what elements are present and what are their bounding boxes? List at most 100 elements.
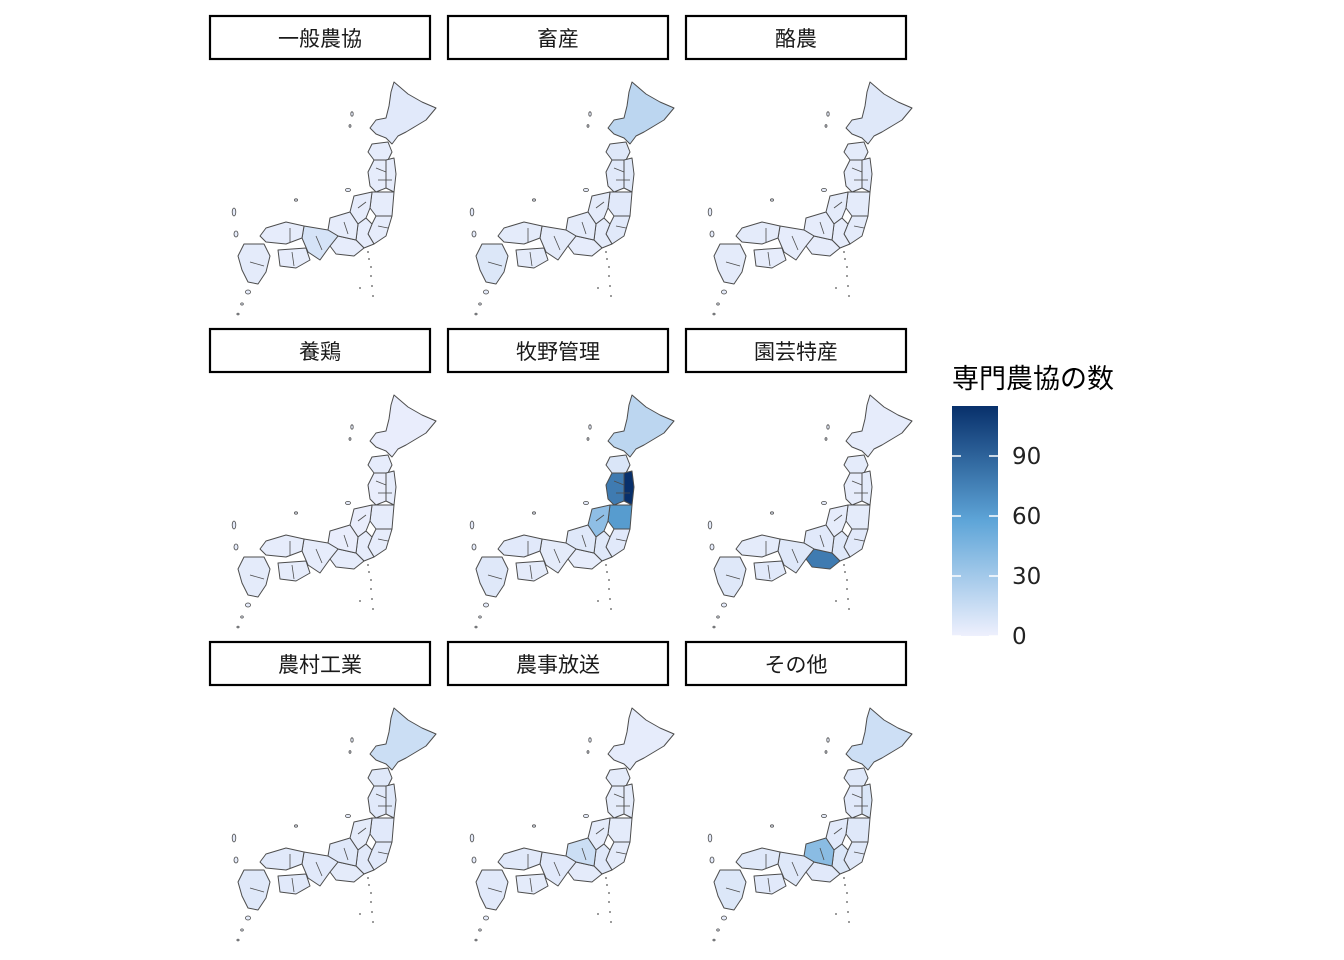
island	[348, 437, 352, 441]
prefecture-border	[595, 514, 605, 522]
prefecture-border	[613, 480, 625, 486]
prefecture-border	[291, 877, 295, 893]
small-island-dot	[843, 251, 845, 253]
small-island-dot	[370, 266, 372, 268]
island	[294, 824, 298, 828]
small-island-dot	[368, 258, 370, 260]
small-island-dot	[848, 608, 850, 610]
small-island-dot	[608, 275, 610, 277]
island	[716, 615, 720, 619]
island	[826, 111, 830, 117]
island	[712, 312, 716, 316]
prefecture-border	[595, 201, 605, 209]
island	[821, 501, 827, 506]
small-island-dot	[608, 579, 610, 581]
island	[824, 750, 828, 754]
small-island-dot	[605, 877, 607, 879]
region-kyushu	[475, 243, 509, 285]
prefecture-border	[853, 538, 865, 542]
facet-strip-label: その他	[765, 653, 828, 677]
prefecture-border	[851, 793, 863, 799]
prefecture-border	[791, 861, 799, 877]
island	[826, 424, 830, 430]
island	[583, 188, 589, 193]
island	[721, 602, 727, 608]
legend-title: 専門農協の数	[952, 364, 1114, 395]
prefecture-border	[553, 548, 561, 564]
island	[770, 824, 774, 828]
region-kansai	[777, 225, 815, 261]
island	[345, 188, 351, 193]
small-island-dot	[609, 911, 611, 913]
prefecture-border	[357, 827, 367, 835]
region-chugoku	[735, 847, 781, 871]
small-island-dot	[370, 892, 372, 894]
region-tohoku-west	[367, 159, 387, 193]
prefecture-border	[615, 225, 627, 229]
prefecture-border	[249, 261, 265, 267]
region-hokkaido	[369, 707, 437, 771]
prefecture-border	[487, 574, 503, 580]
island	[245, 915, 251, 921]
island	[474, 938, 478, 942]
island	[240, 302, 244, 306]
prefecture-border	[833, 514, 843, 522]
small-island-dot	[610, 608, 612, 610]
small-island-dot	[372, 921, 374, 923]
island	[231, 520, 237, 530]
small-island-dot	[609, 285, 611, 287]
facet-panel: 農村工業	[208, 640, 437, 942]
region-kyushu	[475, 869, 509, 911]
island	[471, 230, 477, 238]
prefecture-border	[375, 167, 387, 173]
small-island-dot	[846, 892, 848, 894]
island	[236, 938, 240, 942]
facet-strip	[446, 14, 670, 61]
island	[474, 625, 478, 629]
small-island-dot	[368, 571, 370, 573]
legend-tick-label: 0	[1012, 624, 1027, 650]
island	[821, 814, 827, 819]
prefecture-border	[357, 201, 367, 209]
small-island-dot	[835, 600, 837, 602]
prefecture-border	[791, 235, 799, 251]
region-tohoku-west	[605, 785, 625, 819]
small-island-dot	[608, 588, 610, 590]
facet-panel: 園芸特産	[684, 327, 913, 629]
island	[231, 207, 237, 217]
japan-map	[231, 707, 437, 942]
island	[586, 750, 590, 754]
region-kansai	[539, 538, 577, 574]
small-island-dot	[359, 287, 361, 289]
region-tohoku-west	[843, 785, 863, 819]
facet-panel: 酪農	[684, 14, 913, 316]
prefecture-border	[853, 851, 865, 855]
small-island-dot	[843, 877, 845, 879]
small-island-dot	[608, 266, 610, 268]
region-chugoku	[735, 221, 781, 245]
small-island-dot	[597, 287, 599, 289]
island	[236, 312, 240, 316]
japan-map	[707, 81, 913, 316]
region-tohoku-north	[605, 767, 631, 787]
prefecture-border	[357, 514, 367, 522]
island	[471, 856, 477, 864]
island	[824, 437, 828, 441]
island	[350, 737, 354, 743]
prefecture-border	[581, 221, 587, 235]
island	[588, 737, 592, 743]
region-tohoku-north	[367, 454, 393, 474]
prefecture-border	[791, 548, 799, 564]
small-island-dot	[372, 295, 374, 297]
region-kyushu	[237, 869, 271, 911]
island	[532, 824, 536, 828]
small-island-dot	[368, 884, 370, 886]
japan-map	[231, 81, 437, 316]
region-shikoku	[515, 560, 549, 582]
japan-map	[469, 81, 675, 316]
region-tohoku-west	[843, 472, 863, 506]
region-tohoku-north	[367, 141, 393, 161]
island	[586, 124, 590, 128]
island	[478, 928, 482, 932]
prefecture-border	[725, 261, 741, 267]
